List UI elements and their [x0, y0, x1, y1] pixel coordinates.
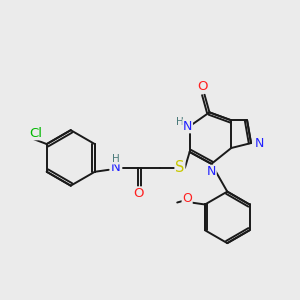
- Text: S: S: [175, 160, 185, 175]
- Text: N: N: [254, 136, 264, 150]
- Text: O: O: [182, 192, 192, 205]
- Text: N: N: [111, 161, 120, 174]
- Text: N: N: [207, 165, 216, 178]
- Text: O: O: [133, 187, 144, 200]
- Text: H: H: [176, 117, 184, 127]
- Text: Cl: Cl: [29, 127, 43, 140]
- Text: O: O: [197, 80, 208, 93]
- Text: H: H: [112, 154, 119, 164]
- Text: N: N: [183, 120, 192, 133]
